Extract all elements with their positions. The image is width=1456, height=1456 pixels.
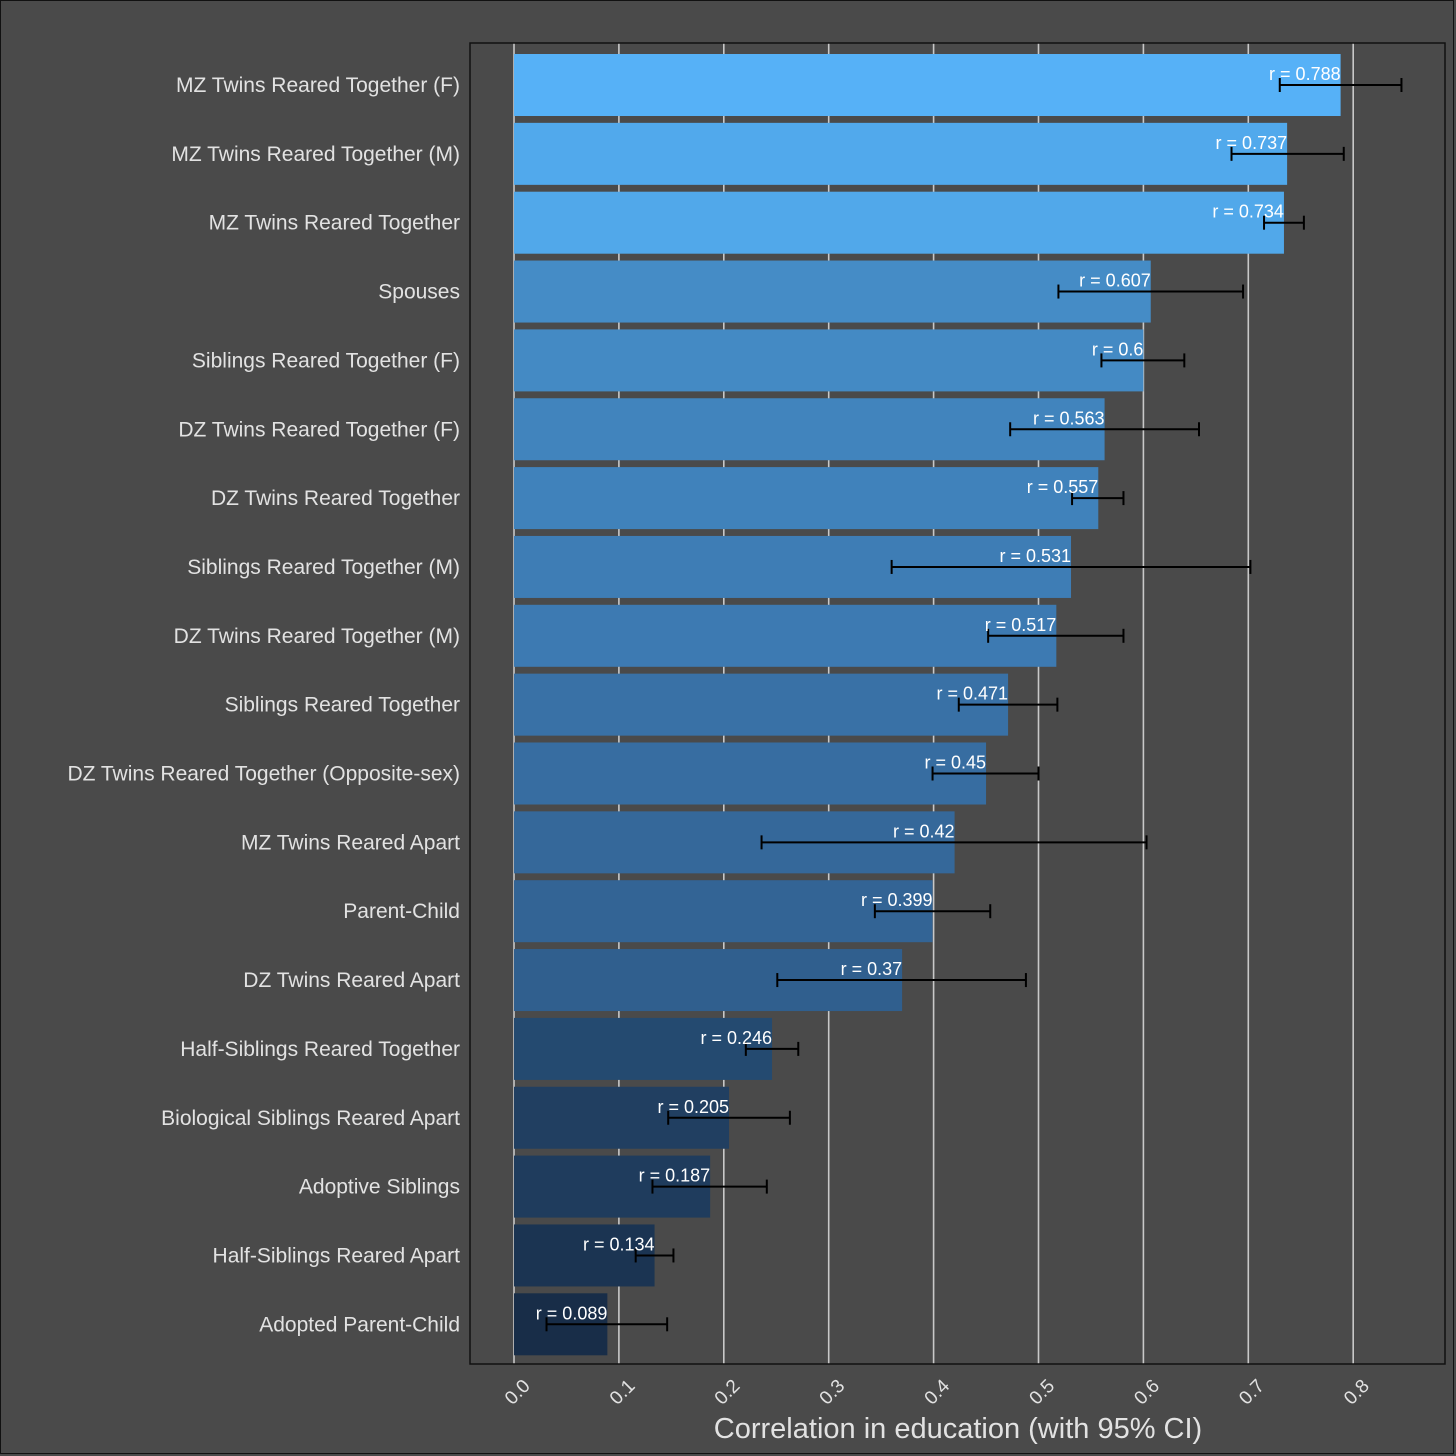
error-bar: [651, 1179, 768, 1194]
data-label: r = 0.471: [937, 684, 1009, 704]
data-label: r = 0.205: [657, 1097, 729, 1117]
data-label: r = 0.788: [1269, 64, 1341, 84]
data-label: r = 0.089: [536, 1303, 608, 1323]
data-label: r = 0.246: [700, 1028, 772, 1048]
bar: [514, 329, 1144, 392]
error-bar: [987, 628, 1125, 643]
error-bar: [1009, 422, 1200, 437]
category-label: Biological Siblings Reared Apart: [161, 1107, 460, 1130]
data-label: r = 0.42: [893, 821, 955, 841]
data-label: r = 0.187: [639, 1166, 711, 1186]
bar: [514, 1017, 773, 1080]
error-bar: [1230, 146, 1345, 161]
category-label: DZ Twins Reared Together (F): [178, 418, 460, 441]
error-bar: [744, 1041, 800, 1056]
data-label: r = 0.563: [1033, 408, 1105, 428]
data-label: r = 0.37: [841, 959, 903, 979]
data-label: r = 0.6: [1092, 339, 1144, 359]
error-bar: [1263, 215, 1305, 230]
bar: [514, 467, 1099, 530]
category-label: DZ Twins Reared Together (Opposite-sex): [67, 763, 460, 786]
category-label: MZ Twins Reared Together (F): [176, 74, 460, 97]
bar: [514, 673, 1009, 736]
data-label: r = 0.399: [861, 890, 933, 910]
x-tick-label: 0.5: [1026, 1376, 1060, 1410]
category-label: DZ Twins Reared Together (M): [174, 625, 460, 648]
data-label: r = 0.557: [1027, 477, 1099, 497]
data-label: r = 0.45: [925, 753, 987, 773]
category-label: MZ Twins Reared Together (M): [171, 143, 460, 166]
bars-layer: [514, 54, 1341, 1356]
bar: [514, 398, 1105, 461]
x-axis-title: Correlation in education (with 95% CI): [714, 1413, 1202, 1445]
category-label: Adopted Parent-Child: [259, 1313, 460, 1336]
x-tick-label: 0.7: [1235, 1376, 1269, 1410]
category-label: Siblings Reared Together (M): [187, 556, 460, 579]
x-tick-label: 0.1: [606, 1376, 640, 1410]
error-bar: [931, 766, 1040, 781]
category-label: Spouses: [378, 281, 460, 304]
x-tick-label: 0.3: [816, 1376, 850, 1410]
bar: [514, 54, 1341, 116]
error-bar: [776, 973, 1027, 988]
error-bar: [1071, 491, 1125, 506]
category-label: Adoptive Siblings: [299, 1176, 460, 1199]
error-bar: [1278, 78, 1403, 92]
category-labels: MZ Twins Reared Together (F) MZ Twins Rea…: [67, 74, 460, 1336]
errorbars-layer: [545, 78, 1403, 1332]
bar: [514, 880, 933, 943]
category-label: Half-Siblings Reared Together: [180, 1038, 460, 1061]
x-tick-label: 0.0: [501, 1376, 535, 1410]
bar: [514, 122, 1288, 185]
bar: [514, 1224, 655, 1287]
bar: [514, 742, 987, 805]
category-label: MZ Twins Reared Apart: [241, 831, 460, 854]
category-label: Siblings Reared Together (F): [192, 349, 460, 372]
error-bar: [760, 835, 1148, 850]
x-tick-label: 0.4: [921, 1375, 955, 1409]
data-label: r = 0.531: [999, 546, 1071, 566]
x-tick-labels: 0.0 0.1 0.2 0.3 0.4 0.5 0.6 0.7 0.8: [501, 1375, 1374, 1409]
data-label: r = 0.607: [1079, 271, 1151, 291]
data-label: r = 0.734: [1212, 202, 1284, 222]
error-bar: [667, 1110, 791, 1125]
error-bar: [957, 697, 1059, 712]
data-label: r = 0.134: [583, 1234, 655, 1254]
category-label: Half-Siblings Reared Apart: [213, 1244, 461, 1267]
bar: [514, 260, 1151, 323]
category-label: Parent-Child: [343, 900, 460, 923]
x-tick-label: 0.8: [1340, 1376, 1374, 1410]
data-label: r = 0.517: [985, 615, 1057, 635]
error-bar: [1057, 284, 1245, 299]
data-labels-layer: r = 0.788 r = 0.737 r = 0.734 r = 0.607 r = …: [536, 64, 1341, 1323]
bar: [514, 604, 1057, 667]
error-bar: [634, 1248, 675, 1263]
x-tick-label: 0.6: [1130, 1376, 1164, 1410]
bar: [514, 191, 1284, 254]
error-bar: [873, 904, 992, 919]
category-label: MZ Twins Reared Together: [209, 212, 460, 235]
error-bar: [545, 1317, 669, 1332]
category-label: DZ Twins Reared Together: [211, 487, 460, 510]
category-label: Siblings Reared Together: [225, 694, 460, 717]
error-bar: [1100, 353, 1186, 368]
error-bar: [890, 559, 1252, 574]
category-label: DZ Twins Reared Apart: [243, 969, 460, 992]
data-label: r = 0.737: [1216, 133, 1288, 153]
x-tick-label: 0.2: [711, 1376, 745, 1410]
panel-border: [469, 42, 1446, 1365]
